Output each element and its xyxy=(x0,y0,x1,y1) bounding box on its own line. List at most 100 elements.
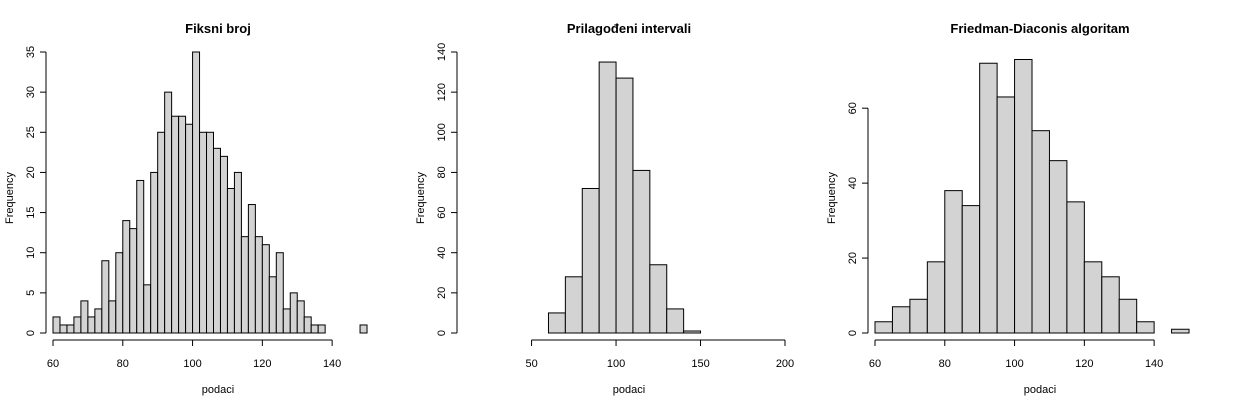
histogram-friedman-diaconis: Friedman-Diaconis algoritam 60 80 100 120 14… xyxy=(826,21,1190,396)
x-tick-label: 100 xyxy=(183,358,201,370)
chart-title: Prilagođeni intervali xyxy=(567,21,691,36)
histogram-bar xyxy=(547,312,566,334)
histogram-bar xyxy=(683,330,702,334)
histogram-bar xyxy=(178,115,187,334)
histogram-bar xyxy=(289,292,298,334)
chart-title: Friedman-Diaconis algoritam xyxy=(950,21,1129,36)
histogram-bar xyxy=(996,96,1016,334)
histogram-bar xyxy=(66,324,75,334)
x-tick-label: 60 xyxy=(869,358,881,370)
histogram-bar xyxy=(52,316,61,334)
y-axis-label: Frequency xyxy=(4,172,16,224)
histogram-bar xyxy=(226,187,235,334)
x-axis: 60 80 100 120 140 xyxy=(869,339,1163,370)
histogram-bar xyxy=(666,308,685,334)
histogram-bar xyxy=(233,171,242,334)
x-axis-label: podaci xyxy=(1024,384,1056,396)
y-tick-label: 15 xyxy=(25,206,37,218)
histogram-bar xyxy=(59,324,68,334)
histogram-bar xyxy=(268,276,277,334)
histogram-bar xyxy=(247,204,256,334)
y-tick-label: 140 xyxy=(436,43,448,61)
histogram-bar xyxy=(1101,276,1120,334)
histogram-bar xyxy=(944,190,963,334)
histogram-bar xyxy=(317,324,326,334)
histogram-bar xyxy=(80,300,89,334)
histogram-bar xyxy=(101,260,110,334)
histogram-bar xyxy=(1031,130,1050,334)
histogram-bar xyxy=(1136,321,1155,334)
histogram-bar xyxy=(171,115,180,334)
histogram-bar xyxy=(185,123,194,334)
y-tick-label: 0 xyxy=(847,330,859,336)
y-tick-label: 10 xyxy=(25,247,37,259)
histogram-bar xyxy=(150,171,159,334)
histogram-bar xyxy=(1083,261,1103,334)
x-tick-label: 150 xyxy=(691,358,709,370)
x-tick-label: 120 xyxy=(253,358,271,370)
x-axis-label: podaci xyxy=(202,384,234,396)
histogram-bar xyxy=(1048,160,1068,334)
x-tick-label: 140 xyxy=(1145,358,1163,370)
y-tick-label: 20 xyxy=(25,166,37,178)
histogram-bar xyxy=(909,298,928,334)
histogram-bar xyxy=(359,324,368,334)
x-axis: 50 100 150 200 xyxy=(525,339,794,370)
histogram-bar xyxy=(129,228,138,334)
bars xyxy=(547,61,702,334)
y-axis: 0 20 40 60 80 100 120 140 xyxy=(436,43,458,336)
histogram-bar xyxy=(961,205,981,334)
x-tick-label: 140 xyxy=(323,358,341,370)
histogram-bar xyxy=(240,236,249,334)
y-tick-label: 120 xyxy=(436,83,448,101)
histogram-bar xyxy=(87,316,96,334)
histogram-bar xyxy=(874,321,893,334)
histogram-bar xyxy=(649,264,668,334)
histogram-bar xyxy=(108,300,117,334)
histogram-bar xyxy=(254,236,263,334)
histogram-bar xyxy=(1171,328,1190,334)
histogram-bar xyxy=(219,155,228,334)
histogram-prilagodeni-intervali: Prilagođeni intervali 50 100 150 200 0 20 40 6… xyxy=(415,21,794,396)
histogram-bar xyxy=(926,261,946,334)
histogram-bar xyxy=(94,308,103,334)
histogram-bar xyxy=(275,252,284,334)
y-tick-label: 20 xyxy=(436,287,448,299)
x-tick-label: 100 xyxy=(1005,358,1023,370)
histogram-bar xyxy=(115,252,124,334)
histogram-bar xyxy=(581,187,600,334)
x-tick-label: 120 xyxy=(1075,358,1093,370)
histogram-bar xyxy=(615,77,634,334)
histogram-bar xyxy=(632,169,651,334)
x-tick-label: 80 xyxy=(939,358,951,370)
y-tick-label: 0 xyxy=(436,330,448,336)
bars xyxy=(874,58,1190,334)
histogram-bar xyxy=(213,147,221,334)
histogram-bar xyxy=(73,316,82,334)
x-axis-label: podaci xyxy=(613,384,645,396)
histogram-bar xyxy=(261,244,270,334)
histogram-bar xyxy=(598,61,617,334)
y-axis: 0 20 40 60 xyxy=(847,102,869,336)
bars xyxy=(52,51,368,334)
x-axis: 60 80 100 120 140 xyxy=(47,339,341,370)
x-tick-label: 200 xyxy=(776,358,794,370)
y-axis-label: Frequency xyxy=(415,172,427,224)
y-tick-label: 60 xyxy=(847,102,859,114)
histogram-bar xyxy=(891,306,911,334)
y-tick-label: 30 xyxy=(25,86,37,98)
histogram-bar xyxy=(1014,58,1033,334)
x-tick-label: 50 xyxy=(525,358,537,370)
histogram-bar xyxy=(157,131,166,334)
histogram-bar xyxy=(122,220,131,334)
y-tick-label: 5 xyxy=(25,290,37,296)
histogram-bar xyxy=(310,324,319,334)
histogram-bar xyxy=(143,284,152,334)
y-tick-label: 80 xyxy=(436,166,448,178)
histogram-bar xyxy=(1066,201,1085,334)
x-tick-label: 80 xyxy=(117,358,129,370)
y-tick-label: 20 xyxy=(847,252,859,264)
histogram-bar xyxy=(1118,298,1138,334)
histogram-bar xyxy=(136,179,145,334)
y-axis-label: Frequency xyxy=(826,172,838,224)
